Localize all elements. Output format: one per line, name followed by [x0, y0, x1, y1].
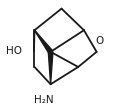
Text: O: O	[95, 36, 103, 46]
Polygon shape	[48, 52, 52, 84]
Text: H₂N: H₂N	[34, 95, 53, 105]
Polygon shape	[34, 30, 52, 53]
Text: HO: HO	[6, 46, 22, 56]
